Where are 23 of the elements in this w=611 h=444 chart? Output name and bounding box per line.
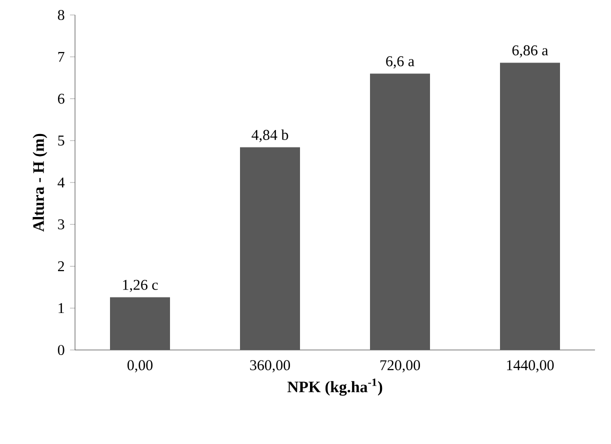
y-tick-label: 3	[58, 219, 64, 230]
y-tick-label: 0	[58, 344, 64, 356]
y-tick-label: 7	[58, 52, 64, 62]
x-tick-label: 360,00	[250, 360, 290, 372]
bar	[110, 297, 170, 350]
data-label: 6,6 a	[386, 56, 414, 68]
y-axis-title: Altura - H (m)	[32, 134, 48, 232]
bar	[240, 147, 300, 350]
x-tick-label: 1440,00	[507, 360, 554, 372]
x-tick-label: 720,00	[380, 360, 420, 372]
data-label: 1,26 c	[123, 280, 158, 292]
y-tick-label: 4	[58, 178, 65, 188]
y-tick-label: 1	[58, 303, 64, 314]
y-tick-label: 5	[58, 136, 64, 146]
bar	[370, 74, 430, 350]
x-axis-title: NPK (kg.ha$^{-1}$)	[287, 378, 382, 396]
data-label: 6,86 a	[512, 45, 548, 58]
y-tick-label: 6	[58, 94, 64, 104]
y-tick-label: 8	[58, 10, 64, 20]
y-tick-label: 2	[58, 261, 64, 272]
x-tick-label: 0,00	[127, 360, 153, 372]
data-label: 4,84 b	[252, 129, 288, 142]
bar	[500, 62, 560, 350]
